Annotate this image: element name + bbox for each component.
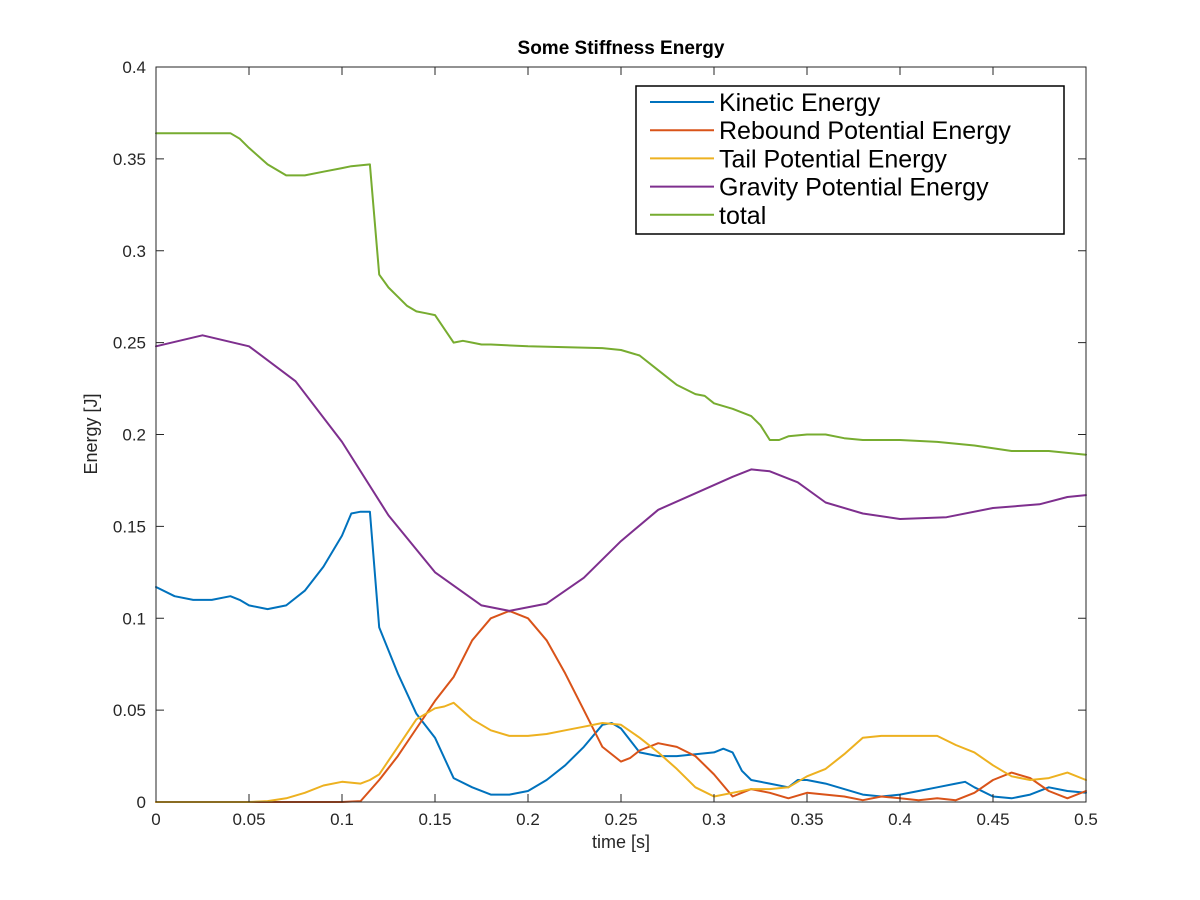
legend-label-5: total — [719, 202, 766, 230]
x-tick-label: 0.35 — [790, 810, 823, 829]
axes-layer: 0 0.05 0.1 0.15 0.2 0.25 0.3 0.35 0.4 0.45 0.5 0 0.0… — [113, 58, 1098, 829]
x-tick-label: 0.3 — [702, 810, 726, 829]
legend-label-4: Gravity Potential Energy — [719, 174, 989, 202]
x-tick-label: 0.05 — [232, 810, 265, 829]
y-tick-label: 0.15 — [113, 517, 146, 536]
series-line-5 — [155, 132, 1087, 456]
y-axis-title: Energy [J] — [81, 393, 101, 474]
series-layer — [155, 132, 1087, 803]
y-tick-label: 0.1 — [122, 609, 146, 628]
y-tick-label: 0.25 — [113, 334, 146, 353]
x-tick-label: 0.4 — [888, 810, 912, 829]
x-tick-label: 0.45 — [976, 810, 1009, 829]
y-tick-label: 0.35 — [113, 150, 146, 169]
series-line-2 — [155, 609, 1087, 803]
y-tick-label: 0.2 — [122, 426, 146, 445]
legend-label-3: Tail Potential Energy — [719, 145, 947, 173]
x-tick-label: 0.1 — [330, 810, 354, 829]
chart-title: Some Stiffness Energy — [518, 38, 725, 59]
legend-label-1: Kinetic Energy — [719, 89, 881, 117]
y-tick-label: 0.4 — [122, 58, 146, 77]
x-axis-title: time [s] — [592, 832, 650, 852]
series-line-3 — [155, 701, 1087, 803]
x-tick-label: 0.5 — [1074, 810, 1098, 829]
series-line-4 — [155, 334, 1087, 612]
y-tick-label: 0.05 — [113, 701, 146, 720]
legend-box — [635, 85, 1065, 235]
y-tick-label: 0 — [137, 793, 146, 812]
x-tick-label: 0.15 — [418, 810, 451, 829]
y-tick-label: 0.3 — [122, 242, 146, 261]
series-line-1 — [155, 510, 1087, 800]
legend-label-2: Rebound Potential Energy — [719, 117, 1011, 145]
x-tick-label: 0.25 — [604, 810, 637, 829]
x-tick-label: 0 — [151, 810, 160, 829]
x-tick-label: 0.2 — [516, 810, 540, 829]
